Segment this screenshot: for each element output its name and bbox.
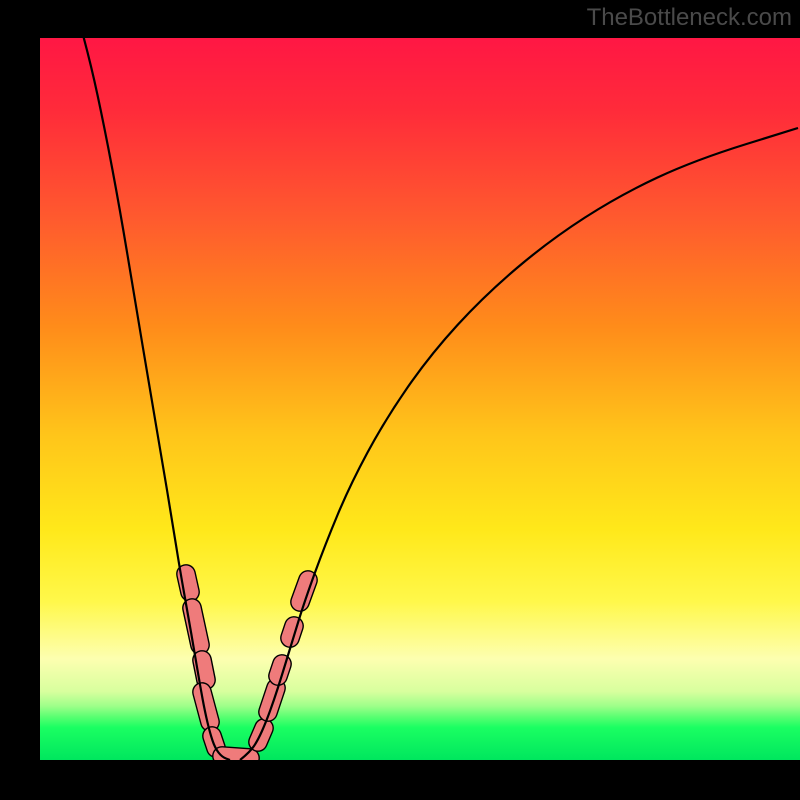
chart-root: TheBottleneck.com [0, 0, 800, 800]
gradient-background [40, 38, 800, 760]
bottleneck-chart-svg [0, 0, 800, 800]
